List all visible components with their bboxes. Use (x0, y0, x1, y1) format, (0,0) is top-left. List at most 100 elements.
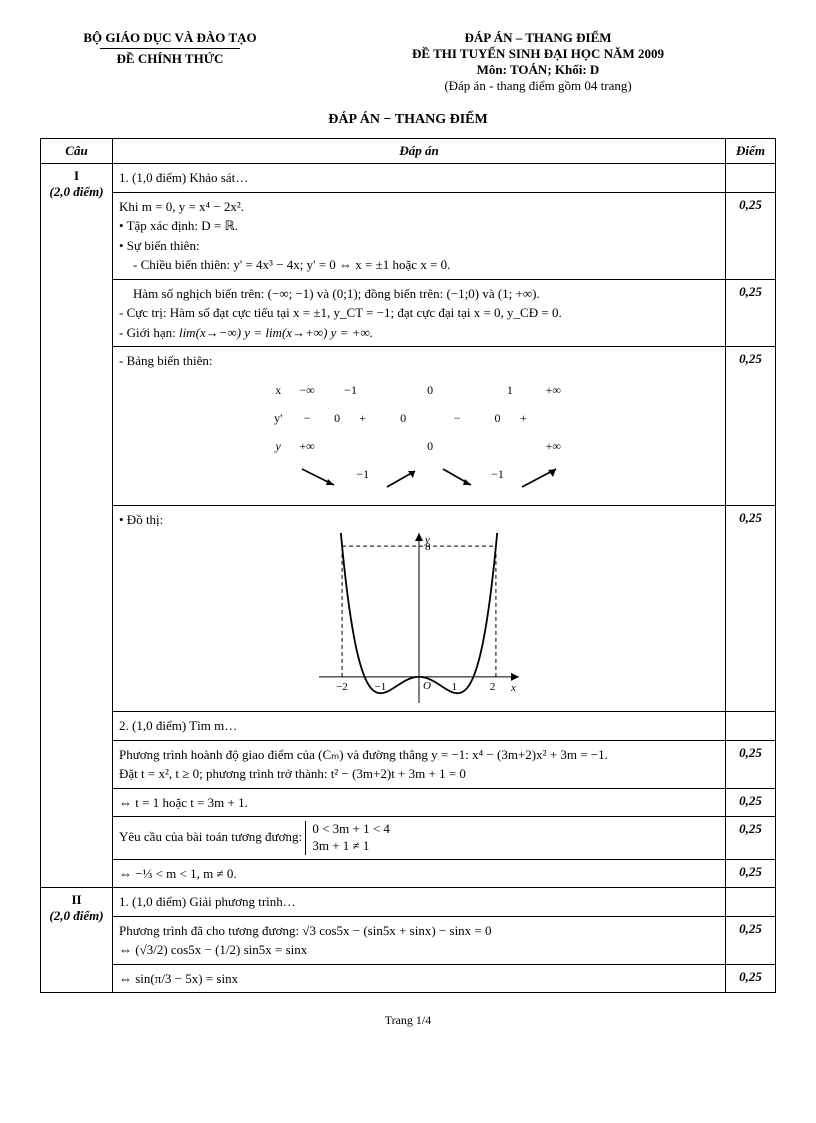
arrow-up-icon (518, 465, 564, 491)
q1-r4-score: 0,25 (726, 505, 776, 712)
arrow-down-icon (437, 465, 477, 491)
vt-x4: 1 (485, 377, 535, 403)
vt-yb2: −1 (485, 461, 510, 495)
header-rule-1 (100, 48, 240, 49)
table-row: Hàm số nghịch biến trên: (−∞; −1) và (0;… (41, 279, 776, 347)
vt-yp: y' (268, 405, 288, 431)
q1-r2-l3p: - Giới hạn: (119, 325, 179, 340)
question-1-label-cell: I (2,0 điểm) (41, 164, 113, 888)
ministry-line: BỘ GIÁO DỤC VÀ ĐÀO TẠO (83, 30, 256, 45)
q2-part1-heading: 1. (1,0 điểm) Giải phương trình… (113, 888, 726, 917)
vt-yp6: 0 (485, 405, 510, 431)
q1-r2-l2: - Cực trị: Hàm số đạt cực tiểu tại x = ±… (119, 305, 562, 320)
arrow-up-icon (383, 465, 423, 491)
answer-table: Câu Đáp án Điểm I (2,0 điểm) 1. (1,0 điể… (40, 138, 776, 993)
note-line: (Đáp án - thang điểm gồm 04 trang) (444, 78, 631, 93)
q1-r1-score: 0,25 (726, 192, 776, 279)
q1-r1-l3: • Sự biến thiên: (119, 238, 200, 253)
table-row: 2. (1,0 điểm) Tìm m… (41, 712, 776, 741)
q1-r7-prefix: Yêu cầu của bài toán tương đương: (119, 829, 305, 844)
q2-r1-content: Phương trình đã cho tương đương: √3 cos5… (113, 916, 726, 964)
table-row: I (2,0 điểm) 1. (1,0 điểm) Khảo sát… (41, 164, 776, 193)
table-row: ⇔ t = 1 hoặc t = 3m + 1. 0,25 (41, 788, 776, 817)
subject-line: Môn: TOÁN; Khối: D (477, 62, 600, 77)
q1-r5-score: 0,25 (726, 740, 776, 788)
vt-yt1: +∞ (290, 433, 324, 459)
q1-r2-l1: Hàm số nghịch biến trên: (−∞; −1) và (0;… (133, 286, 540, 301)
vt-y-label: y (268, 433, 288, 495)
col-header-diem: Điểm (726, 139, 776, 164)
page-footer: Trang 1/4 (40, 1013, 776, 1028)
table-row: - Bảng biến thiên: x −∞ −1 0 1 +∞ y' − 0… (41, 347, 776, 506)
header-right: ĐÁP ÁN – THANG ĐIỂM ĐỀ THI TUYỂN SINH ĐẠ… (300, 30, 776, 94)
q1-r7-score: 0,25 (726, 817, 776, 860)
function-graph: xyO−2−1128 (319, 533, 519, 703)
variation-table: x −∞ −1 0 1 +∞ y' − 0 + 0 − 0 + (266, 375, 572, 497)
q2-r1-l2: ⇔ (√3/2) cos5x − (1/2) sin5x = sinx (119, 942, 307, 957)
empty-score (726, 164, 776, 193)
table-row: • Đồ thị: xyO−2−1128 0,25 (41, 505, 776, 712)
vt-yp2: 0 (326, 405, 348, 431)
title-line-2: ĐỀ THI TUYỂN SINH ĐẠI HỌC NĂM 2009 (412, 46, 664, 61)
vt-x5: +∞ (537, 377, 570, 403)
q1-r4-content: • Đồ thị: xyO−2−1128 (113, 505, 726, 712)
q1-r5-l1: Phương trình hoành độ giao điểm của (Cₘ)… (119, 747, 608, 762)
svg-text:−1: −1 (375, 681, 387, 693)
vt-yp3: + (350, 405, 375, 431)
vt-yp5: − (431, 405, 483, 431)
table-row: Phương trình đã cho tương đương: √3 cos5… (41, 916, 776, 964)
arrow-down-icon (296, 465, 342, 491)
q1-r3-content: - Bảng biến thiên: x −∞ −1 0 1 +∞ y' − 0… (113, 347, 726, 506)
q1-r6-content: ⇔ t = 1 hoặc t = 3m + 1. (113, 788, 726, 817)
svg-text:8: 8 (425, 541, 431, 553)
document-header: BỘ GIÁO DỤC VÀ ĐÀO TẠO ĐỀ CHÍNH THỨC ĐÁP… (40, 30, 776, 94)
table-row: Khi m = 0, y = x⁴ − 2x². • Tập xác định:… (41, 192, 776, 279)
q2-r2-score: 0,25 (726, 964, 776, 993)
vt-yp8 (537, 405, 570, 431)
svg-text:x: x (510, 682, 516, 694)
header-left: BỘ GIÁO DỤC VÀ ĐÀO TẠO ĐỀ CHÍNH THỨC (40, 30, 300, 94)
svg-text:−2: −2 (336, 681, 348, 693)
q1-r1-l4: - Chiều biến thiên: y' = 4x³ − 4x; y' = … (133, 257, 450, 272)
question-2-label-cell: II (2,0 điểm) (41, 888, 113, 993)
q2-points: (2,0 điểm) (49, 908, 103, 923)
q1-r4-label: • Đồ thị: (119, 512, 163, 527)
vt-yp4: 0 (377, 405, 429, 431)
col-header-dapan: Đáp án (113, 139, 726, 164)
main-title: ĐÁP ÁN − THANG ĐIỂM (40, 112, 776, 128)
q1-r3-score: 0,25 (726, 347, 776, 506)
q1-part2-heading: 2. (1,0 điểm) Tìm m… (113, 712, 726, 741)
svg-text:O: O (423, 680, 431, 692)
title-line-1: ĐÁP ÁN – THANG ĐIỂM (464, 30, 611, 45)
q2-r1-score: 0,25 (726, 916, 776, 964)
q1-r2-score: 0,25 (726, 279, 776, 347)
empty-score (726, 888, 776, 917)
vt-yb1: −1 (350, 461, 375, 495)
q1-r5-content: Phương trình hoành độ giao điểm của (Cₘ)… (113, 740, 726, 788)
q1-r1-l1: Khi m = 0, y = x⁴ − 2x². (119, 199, 244, 214)
empty-score (726, 712, 776, 741)
q1-r5-l2: Đặt t = x², t ≥ 0; phương trình trở thàn… (119, 766, 466, 781)
col-header-cau: Câu (41, 139, 113, 164)
q1-part1-heading: 1. (1,0 điểm) Khảo sát… (113, 164, 726, 193)
q1-r2-l3m: lim(x→−∞) y = lim(x→+∞) y = +∞. (179, 325, 373, 340)
q2-r1-l1: Phương trình đã cho tương đương: √3 cos5… (119, 923, 492, 938)
vt-yp7: + (512, 405, 535, 431)
vt-x2: −1 (326, 377, 375, 403)
table-header-row: Câu Đáp án Điểm (41, 139, 776, 164)
q1-r2-content: Hàm số nghịch biến trên: (−∞; −1) và (0;… (113, 279, 726, 347)
svg-text:2: 2 (490, 681, 496, 693)
vt-yt2: 0 (377, 433, 483, 459)
table-row: Phương trình hoành độ giao điểm của (Cₘ)… (41, 740, 776, 788)
vt-yp1: − (290, 405, 324, 431)
q1-r7-sys1: 0 < 3m + 1 < 4 (312, 821, 390, 836)
vt-x3: 0 (377, 377, 483, 403)
vt-x: x (268, 377, 288, 403)
official-line: ĐỀ CHÍNH THỨC (117, 51, 224, 66)
q1-r1-l2: • Tập xác định: D = ℝ. (119, 218, 238, 233)
q2-r2-content: ⇔ sin(π/3 − 5x) = sinx (113, 964, 726, 993)
vt-x1: −∞ (290, 377, 324, 403)
q1-r7-sys2: 3m + 1 ≠ 1 (312, 838, 369, 853)
q1-r6-score: 0,25 (726, 788, 776, 817)
table-row: ⇔ −⅓ < m < 1, m ≠ 0. 0,25 (41, 859, 776, 888)
